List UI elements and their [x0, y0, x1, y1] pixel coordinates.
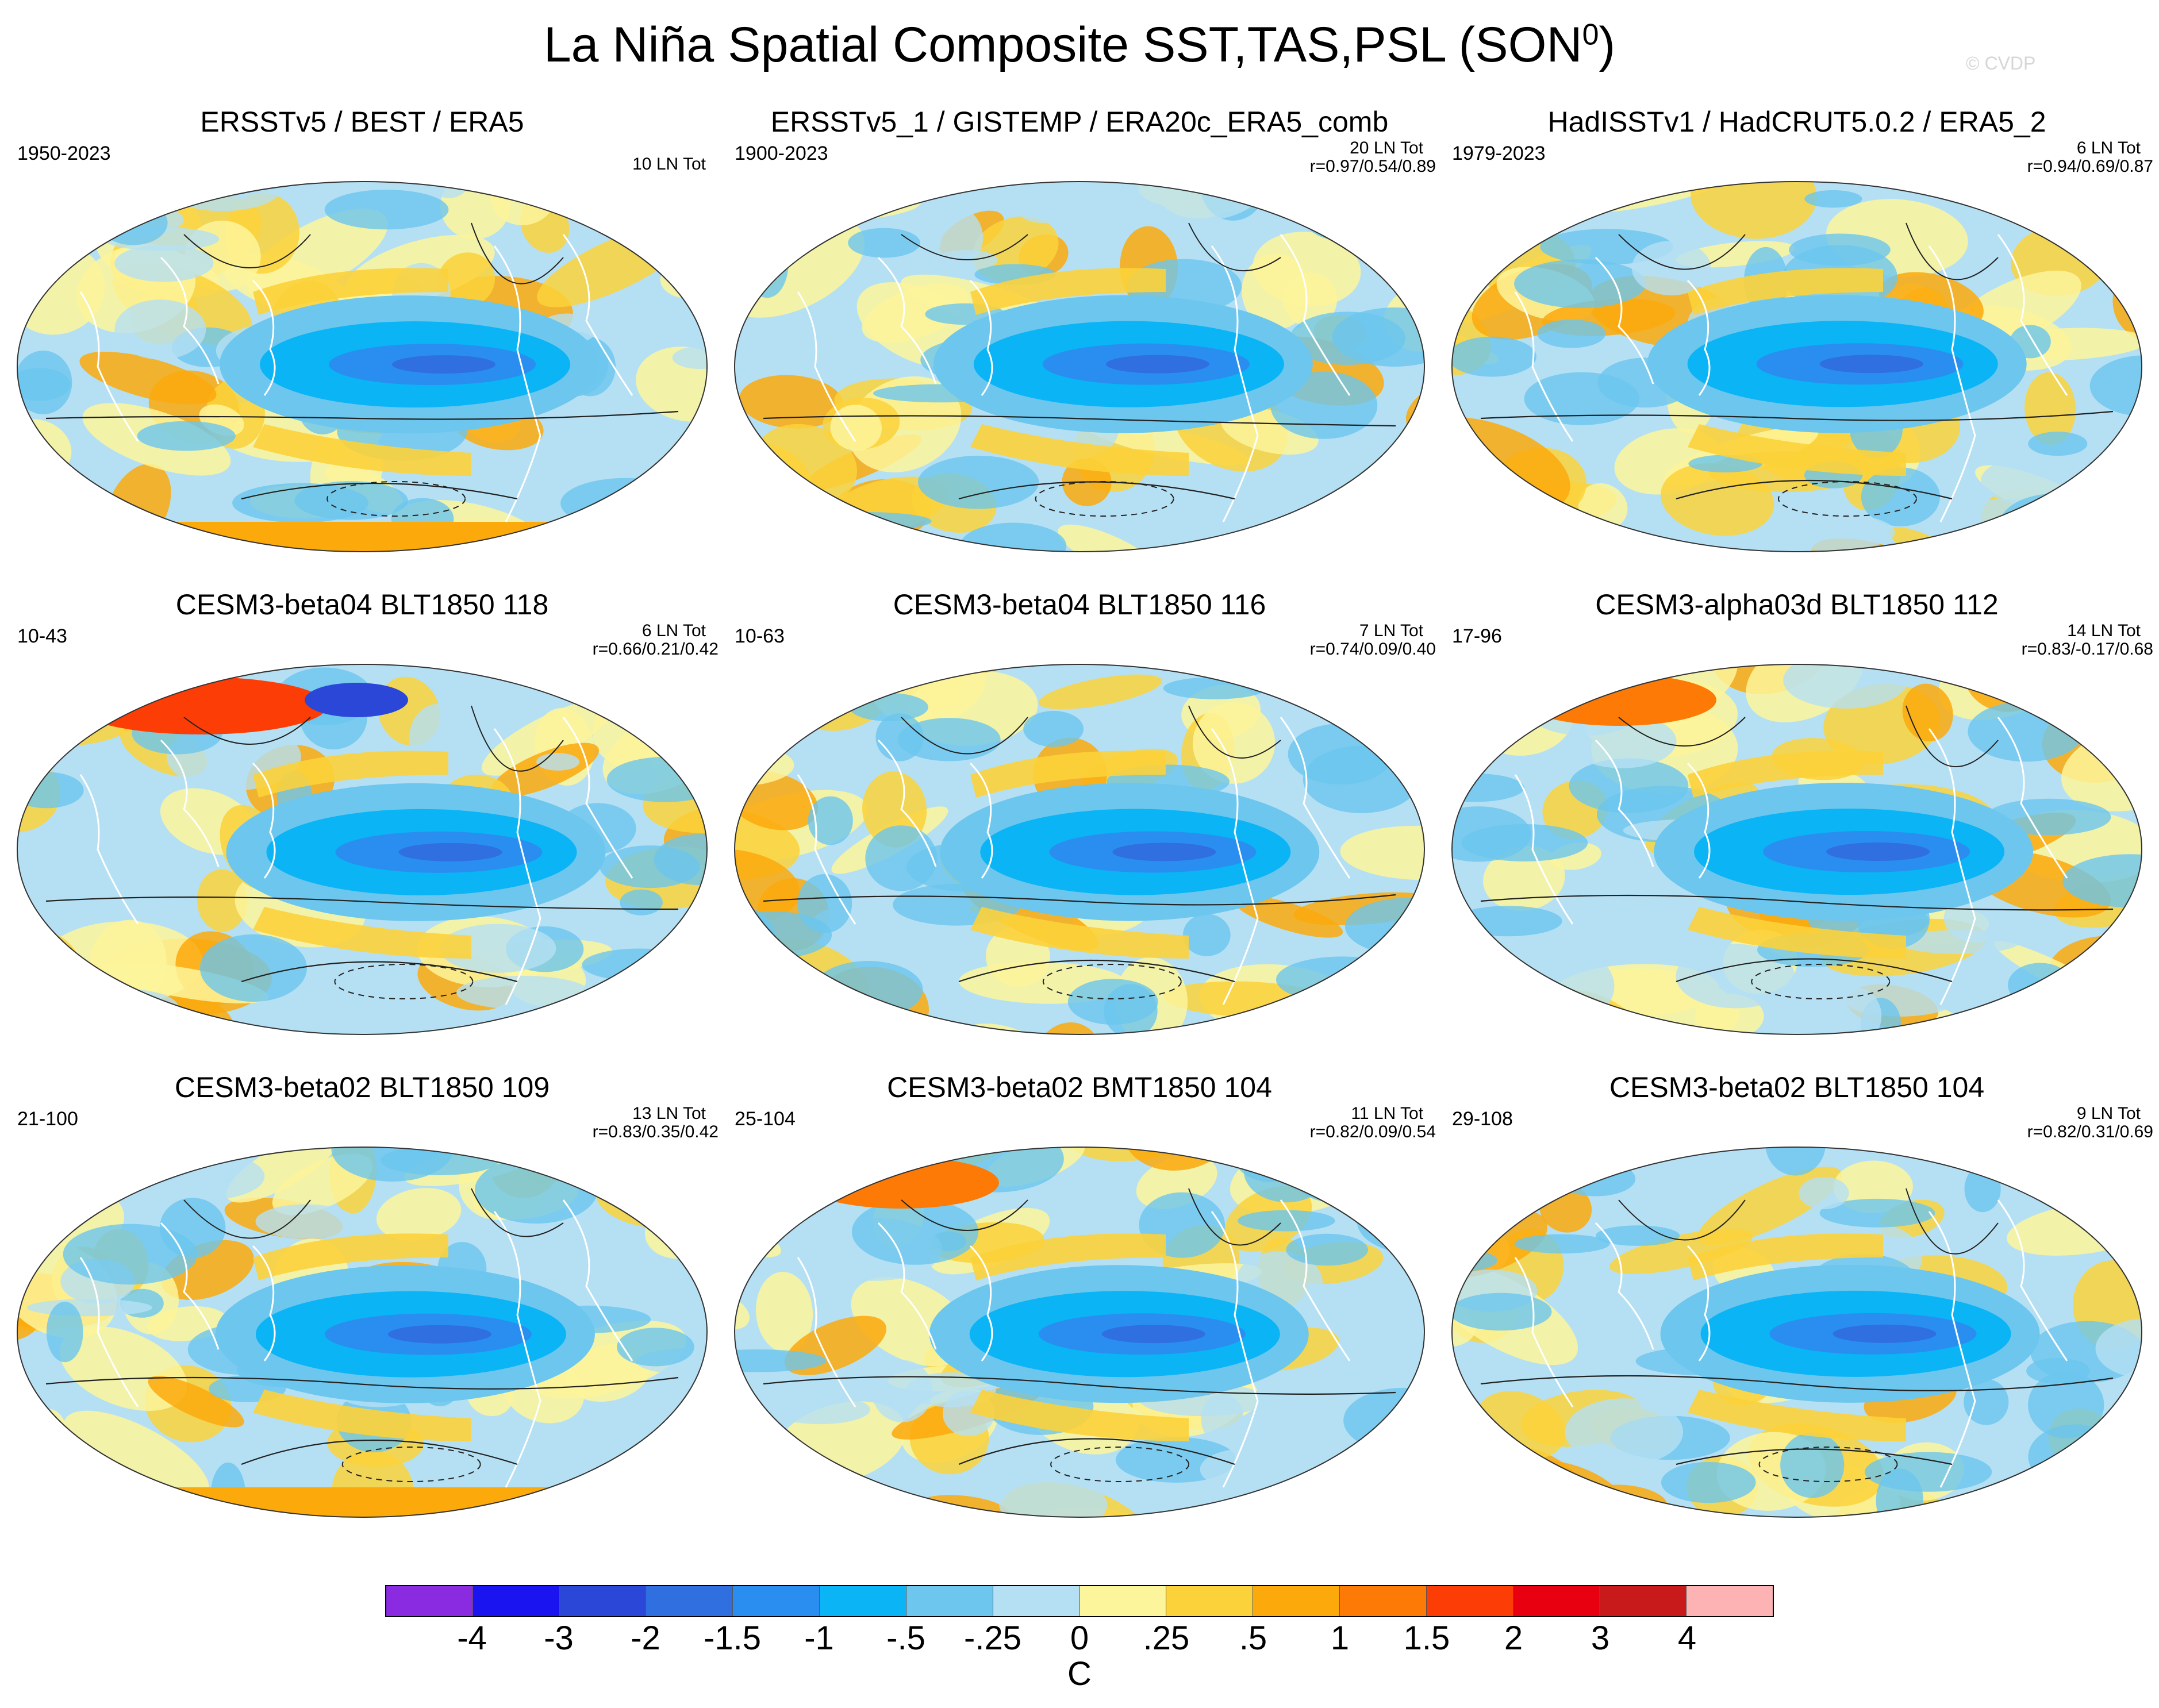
- panel-title: HadISSTv1 / HadCRUT5.0.2 / ERA5_2: [1547, 106, 2046, 138]
- global-map: [1451, 664, 2142, 1035]
- map-panel-7: CESM3-beta02 BLT1850 109 21-100 13 LN To…: [6, 1068, 719, 1539]
- panel-correlation: r=0.82/0.09/0.54: [1309, 1122, 1436, 1141]
- colorbar-tick-label: -.5: [886, 1619, 925, 1657]
- panel-years: 1979-2023: [1452, 143, 1546, 164]
- colorbar-tick-label: 4: [1677, 1619, 1697, 1657]
- figure-title-superscript: 0: [1582, 18, 1599, 52]
- colorbar-tick-labels: -4 -3 -2 -1.5 -1 -.5 -.25 0 .25 .5 1 1.5 2 3 4: [0, 1619, 2159, 1660]
- panel-correlation: r=0.94/0.69/0.87: [2027, 157, 2153, 176]
- map-panel-3: HadISSTv1 / HadCRUT5.0.2 / ERA5_2 1979-2…: [1440, 102, 2153, 574]
- colorbar-swatch: [386, 1586, 473, 1616]
- panel-ln-total: 10 LN Tot: [632, 155, 706, 174]
- colorbar-swatch: [1513, 1586, 1600, 1616]
- panel-title: CESM3-beta02 BMT1850 104: [887, 1071, 1272, 1103]
- panel-correlation: r=0.97/0.54/0.89: [1309, 157, 1436, 176]
- global-map: [734, 664, 1425, 1035]
- map-panel-1: ERSSTv5 / BEST / ERA5 1950-2023 10 LN To…: [6, 102, 719, 574]
- cvdp-watermark: © CVDP: [1966, 53, 2036, 74]
- panel-correlation: r=0.82/0.31/0.69: [2027, 1122, 2153, 1141]
- colorbar-swatch: [646, 1586, 733, 1616]
- colorbar-tick-label: .25: [1143, 1619, 1190, 1657]
- panel-years: 1950-2023: [17, 143, 111, 164]
- panel-ln-total: 7 LN Tot: [1359, 621, 1423, 640]
- map-panel-2: ERSSTv5_1 / GISTEMP / ERA20c_ERA5_comb 1…: [723, 102, 1436, 574]
- map-panel-9: CESM3-beta02 BLT1850 104 29-108 9 LN Tot…: [1440, 1068, 2153, 1539]
- colorbar-swatch: [559, 1586, 647, 1616]
- panel-ln-total: 6 LN Tot: [2076, 139, 2141, 157]
- colorbar-units: C: [1067, 1655, 1092, 1692]
- colorbar-tick-label: 1: [1330, 1619, 1350, 1657]
- colorbar-swatch: [472, 1586, 560, 1616]
- map-panel-5: CESM3-beta04 BLT1850 116 10-63 7 LN Tot …: [723, 585, 1436, 1056]
- figure-title-close: ): [1599, 17, 1616, 72]
- panel-ln-total: 13 LN Tot: [632, 1104, 706, 1123]
- panel-ln-total: 6 LN Tot: [641, 621, 706, 640]
- panel-ln-total: 9 LN Tot: [2076, 1104, 2141, 1123]
- colorbar-tick-label: 0: [1070, 1619, 1089, 1657]
- panel-years: 10-43: [17, 625, 67, 647]
- colorbar-tick-label: -2: [631, 1619, 660, 1657]
- global-map: [734, 1147, 1425, 1518]
- colorbar-swatch: [1600, 1586, 1687, 1616]
- colorbar-swatch: [993, 1586, 1080, 1616]
- colorbar-tick-label: -1: [804, 1619, 834, 1657]
- global-map: [17, 664, 708, 1035]
- panel-ln-total: 11 LN Tot: [1351, 1104, 1423, 1123]
- colorbar-tick-label: -.25: [964, 1619, 1021, 1657]
- colorbar-swatch: [1080, 1586, 1167, 1616]
- colorbar-swatch: [906, 1586, 993, 1616]
- global-map: [1451, 181, 2142, 552]
- colorbar-tick-label: -1.5: [704, 1619, 761, 1657]
- colorbar: [385, 1585, 1774, 1617]
- panel-title: ERSSTv5 / BEST / ERA5: [200, 106, 524, 138]
- colorbar-tick-label: 3: [1591, 1619, 1610, 1657]
- panel-title: CESM3-beta02 BLT1850 109: [174, 1071, 550, 1103]
- panel-title: CESM3-alpha03d BLT1850 112: [1595, 588, 1999, 621]
- panel-ln-total: 20 LN Tot: [1350, 139, 1423, 157]
- map-panel-4: CESM3-beta04 BLT1850 118 10-43 6 LN Tot …: [6, 585, 719, 1056]
- colorbar-swatch: [820, 1586, 906, 1616]
- colorbar-tick-label: -3: [544, 1619, 574, 1657]
- panel-years: 1900-2023: [735, 143, 828, 164]
- panel-title: CESM3-beta02 BLT1850 104: [1609, 1071, 1985, 1103]
- global-map: [734, 181, 1425, 552]
- global-map: [1451, 1147, 2142, 1518]
- colorbar-swatch: [1426, 1586, 1513, 1616]
- map-panel-6: CESM3-alpha03d BLT1850 112 17-96 14 LN T…: [1440, 585, 2153, 1056]
- global-map: [17, 1147, 708, 1518]
- panel-years: 29-108: [1452, 1108, 1513, 1130]
- panel-correlation: r=0.66/0.21/0.42: [592, 640, 719, 659]
- colorbar-tick-label: 1.5: [1403, 1619, 1450, 1657]
- colorbar-swatch: [1253, 1586, 1340, 1616]
- figure-title-text: La Niña Spatial Composite SST,TAS,PSL (S…: [543, 17, 1582, 72]
- panel-title: CESM3-beta04 BLT1850 118: [175, 588, 549, 621]
- panel-ln-total: 14 LN Tot: [2067, 621, 2141, 640]
- map-panel-8: CESM3-beta02 BMT1850 104 25-104 11 LN To…: [723, 1068, 1436, 1539]
- colorbar-tick-label: .5: [1239, 1619, 1267, 1657]
- colorbar-swatch: [733, 1586, 820, 1616]
- panel-correlation: r=0.83/0.35/0.42: [592, 1122, 719, 1141]
- colorbar-tick-label: -4: [457, 1619, 487, 1657]
- figure-title: La Niña Spatial Composite SST,TAS,PSL (S…: [0, 16, 2159, 74]
- colorbar-swatch: [1339, 1586, 1427, 1616]
- panel-correlation: r=0.83/-0.17/0.68: [2021, 640, 2153, 659]
- panel-years: 25-104: [735, 1108, 796, 1130]
- colorbar-tick-label: 2: [1504, 1619, 1523, 1657]
- colorbar-swatch: [1166, 1586, 1254, 1616]
- panel-years: 10-63: [735, 625, 785, 647]
- colorbar-swatch: [1687, 1586, 1773, 1616]
- global-map: [17, 181, 708, 552]
- panel-years: 21-100: [17, 1108, 78, 1130]
- panel-title: ERSSTv5_1 / GISTEMP / ERA20c_ERA5_comb: [770, 106, 1389, 138]
- panel-title: CESM3-beta04 BLT1850 116: [893, 588, 1266, 621]
- panel-years: 17-96: [1452, 625, 1502, 647]
- panel-correlation: r=0.74/0.09/0.40: [1309, 640, 1436, 659]
